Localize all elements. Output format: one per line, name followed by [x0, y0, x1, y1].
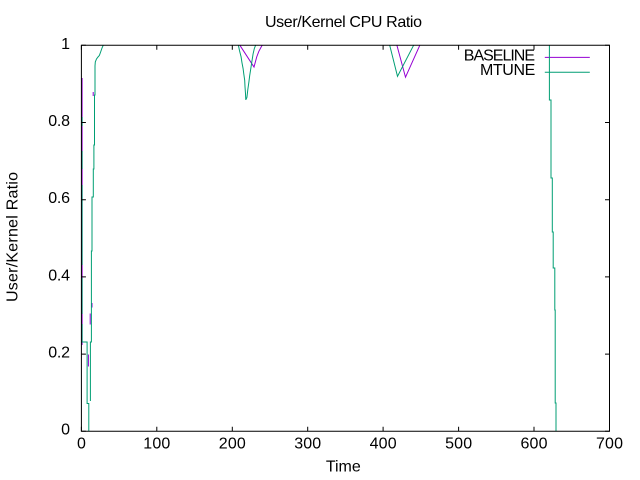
svg-text:0: 0	[61, 422, 70, 439]
svg-text:0.4: 0.4	[48, 267, 70, 284]
svg-text:600: 600	[521, 436, 548, 453]
svg-text:1: 1	[61, 36, 70, 53]
svg-text:0.8: 0.8	[48, 113, 70, 130]
svg-text:MTUNE: MTUNE	[480, 62, 535, 79]
svg-text:User/Kernel Ratio: User/Kernel Ratio	[5, 172, 22, 302]
svg-text:200: 200	[219, 436, 246, 453]
svg-text:100: 100	[143, 436, 170, 453]
svg-text:0.6: 0.6	[48, 190, 70, 207]
svg-text:300: 300	[294, 436, 321, 453]
svg-text:0: 0	[77, 436, 86, 453]
svg-text:Time: Time	[326, 459, 361, 476]
svg-text:User/Kernel CPU Ratio: User/Kernel CPU Ratio	[265, 14, 422, 31]
svg-text:700: 700	[596, 436, 623, 453]
svg-text:500: 500	[445, 436, 472, 453]
svg-text:0.2: 0.2	[48, 345, 70, 362]
svg-text:400: 400	[370, 436, 397, 453]
svg-text:BASELINE: BASELINE	[464, 47, 535, 64]
